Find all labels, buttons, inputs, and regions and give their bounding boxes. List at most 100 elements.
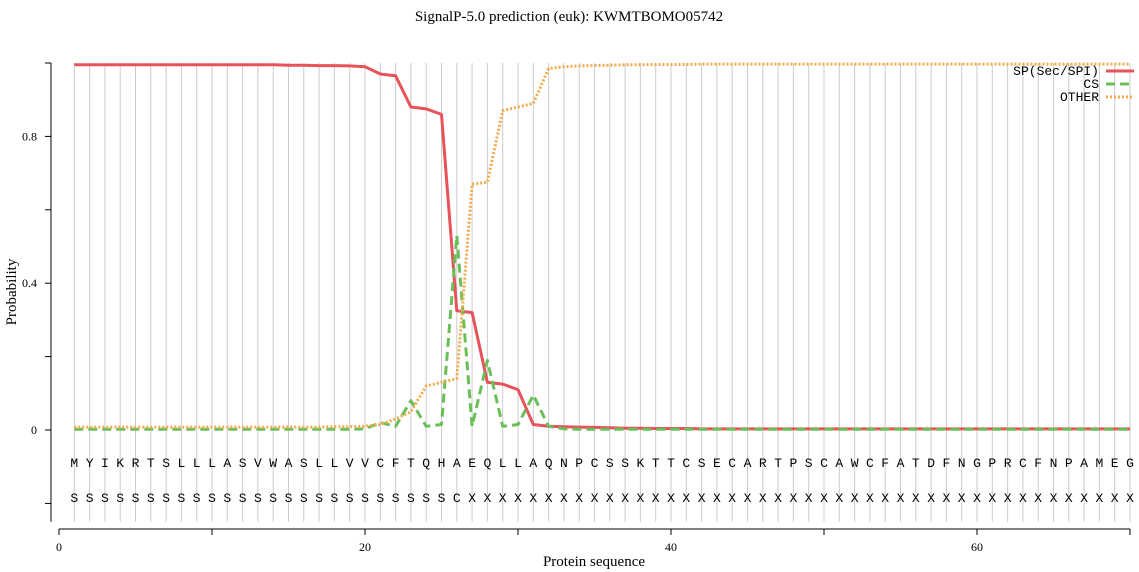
sequence-residue: L xyxy=(193,456,201,471)
x-tick-label: 20 xyxy=(359,540,371,554)
sequence-residue: E xyxy=(713,456,721,471)
annotation-residue: S xyxy=(70,491,78,506)
sequence-residue: F xyxy=(942,456,950,471)
sequence-residue: W xyxy=(269,456,277,471)
sequence-residue: R xyxy=(759,456,767,471)
annotation-residue: X xyxy=(866,491,874,506)
y-tick-label: 0.4 xyxy=(22,276,37,290)
annotation-residue: X xyxy=(1126,491,1134,506)
annotation-residue: S xyxy=(330,491,338,506)
annotation-residue: X xyxy=(591,491,599,506)
annotation-residue: S xyxy=(86,491,94,506)
annotation-residue: S xyxy=(392,491,400,506)
sequence-residue: F xyxy=(1034,456,1042,471)
sequence-residue: V xyxy=(361,456,369,471)
annotation-residue: X xyxy=(927,491,935,506)
annotation-residue: X xyxy=(805,491,813,506)
sequence-residue: C xyxy=(682,456,690,471)
x-tick-label: 60 xyxy=(971,540,983,554)
chart-title: SignalP-5.0 prediction (euk): KWMTBOMO05… xyxy=(415,9,723,25)
annotation-residue: X xyxy=(1080,491,1088,506)
sequence-residue: T xyxy=(652,456,660,471)
annotation-residue: S xyxy=(132,491,140,506)
sequence-residue: L xyxy=(499,456,507,471)
annotation-residue: X xyxy=(897,491,905,506)
sequence-residue: C xyxy=(376,456,384,471)
sequence-residue: M xyxy=(70,456,78,471)
legend-label: CS xyxy=(1083,77,1099,92)
annotation-residue: X xyxy=(1111,491,1119,506)
annotation-residue: S xyxy=(177,491,185,506)
sequence-residue: A xyxy=(453,456,461,471)
annotation-residue: S xyxy=(285,491,293,506)
annotation-residue: X xyxy=(728,491,736,506)
series-line-other xyxy=(74,62,1130,429)
sequence-residue: E xyxy=(1111,456,1119,471)
y-tick-label: 0 xyxy=(31,423,37,437)
annotation-residue: X xyxy=(881,491,889,506)
sequence-residue: L xyxy=(315,456,323,471)
y-tick-label: 0.8 xyxy=(22,129,37,143)
sequence-residue: K xyxy=(116,456,124,471)
annotation-residue: X xyxy=(1095,491,1103,506)
annotation-residue: X xyxy=(1034,491,1042,506)
sequence-residue: S xyxy=(300,456,308,471)
annotation-residue: X xyxy=(744,491,752,506)
sequence-residue: T xyxy=(147,456,155,471)
annotation-residue: X xyxy=(958,491,966,506)
annotation-residue: X xyxy=(652,491,660,506)
sequence-residue: T xyxy=(407,456,415,471)
sequence-residue: S xyxy=(606,456,614,471)
sequence-residue: C xyxy=(866,456,874,471)
annotation-residue: X xyxy=(529,491,537,506)
annotation-residue: X xyxy=(1004,491,1012,506)
sequence-residue: A xyxy=(897,456,905,471)
annotation-residue: X xyxy=(575,491,583,506)
annotation-residue: X xyxy=(667,491,675,506)
sequence-residue: D xyxy=(927,456,935,471)
annotation-residue: S xyxy=(361,491,369,506)
sequence-residue: C xyxy=(1019,456,1027,471)
annotation-residue: S xyxy=(116,491,124,506)
sequence-residue: A xyxy=(285,456,293,471)
sequence-residue: A xyxy=(529,456,537,471)
annotation-residue: X xyxy=(1065,491,1073,506)
sequence-residue: N xyxy=(958,456,966,471)
legend-label: OTHER xyxy=(1060,90,1099,105)
sequence-residue: F xyxy=(392,456,400,471)
sequence-residue: Y xyxy=(86,456,94,471)
annotation-residue: S xyxy=(315,491,323,506)
sequence-residue: N xyxy=(1050,456,1058,471)
annotation-residue: X xyxy=(514,491,522,506)
sequence-residue: R xyxy=(1004,456,1012,471)
annotation-residue: X xyxy=(912,491,920,506)
sequence-residue: S xyxy=(162,456,170,471)
annotation-residue: S xyxy=(223,491,231,506)
sequence-residue: P xyxy=(789,456,797,471)
sequence-residue: G xyxy=(1126,456,1134,471)
series-line-sp-sec-spi xyxy=(74,63,1130,431)
annotation-residue: X xyxy=(468,491,476,506)
annotation-residue: S xyxy=(162,491,170,506)
annotation-residue: S xyxy=(193,491,201,506)
sequence-residue: F xyxy=(881,456,889,471)
sequence-residue: S xyxy=(698,456,706,471)
sequence-residue: A xyxy=(1080,456,1088,471)
annotation-residue: S xyxy=(346,491,354,506)
annotation-residue: S xyxy=(422,491,430,506)
sequence-residue: Q xyxy=(422,456,430,471)
annotation-residue: X xyxy=(759,491,767,506)
sequence-residue: S xyxy=(805,456,813,471)
annotation-residue: X xyxy=(698,491,706,506)
annotation-residue: X xyxy=(499,491,507,506)
annotation-residue: S xyxy=(239,491,247,506)
sequence-residue: N xyxy=(560,456,568,471)
annotation-residue: X xyxy=(560,491,568,506)
annotation-residue: X xyxy=(682,491,690,506)
sequence-residue: S xyxy=(621,456,629,471)
sequence-residue: R xyxy=(132,456,140,471)
annotation-residue: X xyxy=(545,491,553,506)
annotation-residue: S xyxy=(101,491,109,506)
